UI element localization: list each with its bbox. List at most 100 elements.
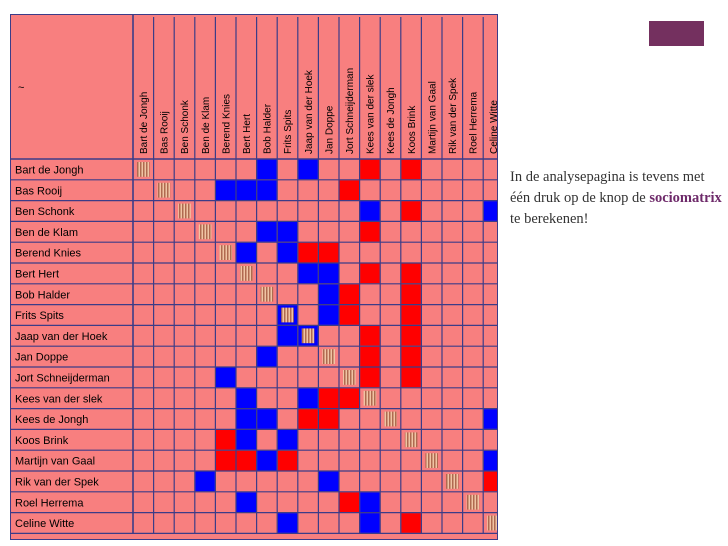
- choice-cell-blue: [318, 305, 339, 325]
- choice-cell-blue: [195, 471, 215, 492]
- choice-cell-blue: [277, 513, 298, 533]
- self-cell: [322, 349, 335, 364]
- choice-cell-blue: [236, 180, 257, 201]
- column-label: Jan Doppe: [324, 105, 335, 154]
- choice-cell-blue: [360, 513, 380, 533]
- column-label: Rik van der Spek: [448, 77, 459, 154]
- choice-cell-blue: [318, 263, 339, 284]
- choice-cell-blue: [257, 159, 277, 180]
- choice-cell-red: [401, 367, 421, 388]
- choice-cell-red: [277, 450, 298, 471]
- choice-cell-red: [360, 367, 380, 388]
- choice-cell-blue: [215, 367, 236, 388]
- choice-cell-blue: [257, 450, 277, 471]
- column-label: Bert Hert: [242, 114, 253, 154]
- self-cell: [219, 245, 232, 260]
- choice-cell-red: [401, 263, 421, 284]
- choice-cell-red: [339, 492, 360, 513]
- column-label: Jaap van der Hoek: [304, 69, 315, 154]
- choice-cell-red: [360, 221, 380, 242]
- choice-cell-blue: [360, 492, 380, 513]
- row-label: Koos Brink: [15, 435, 69, 447]
- row-label: Roel Herrema: [15, 497, 84, 509]
- choice-cell-red: [360, 263, 380, 284]
- choice-cell-red: [339, 284, 360, 305]
- choice-cell-red: [401, 284, 421, 305]
- choice-cell-blue: [318, 471, 339, 492]
- column-label: Kees de Jongh: [386, 87, 397, 154]
- row-label: Kees de Jongh: [15, 414, 88, 426]
- self-cell: [363, 390, 377, 406]
- choice-cell-red: [360, 346, 380, 367]
- choice-cell-blue: [277, 242, 298, 263]
- self-cell: [198, 224, 212, 240]
- choice-cell-red: [401, 325, 421, 346]
- choice-cell-blue: [298, 263, 318, 284]
- column-label: Frits Spits: [283, 110, 294, 154]
- self-cell: [178, 203, 191, 219]
- column-label: Celine Witte: [489, 100, 497, 154]
- row-label: Martijn van Gaal: [15, 456, 95, 468]
- caption-after: te berekenen!: [510, 211, 589, 227]
- row-label: Kees van der slek: [15, 393, 103, 405]
- self-cell: [137, 162, 150, 177]
- choice-cell-red: [339, 305, 360, 325]
- choice-cell-red: [215, 429, 236, 450]
- choice-cell-red: [339, 388, 360, 409]
- choice-cell-blue: [257, 346, 277, 367]
- self-cell: [343, 370, 356, 385]
- caption-text: In de analysepagina is tevens met één dr…: [510, 167, 724, 230]
- choice-cell-blue: [236, 429, 257, 450]
- choice-cell-red: [236, 450, 257, 471]
- column-label: Koos Brink: [407, 105, 418, 154]
- self-cell: [157, 182, 171, 198]
- row-label: Rik van der Spek: [15, 477, 99, 489]
- choice-cell-red: [318, 409, 339, 429]
- column-label: Ben Schonk: [180, 99, 191, 154]
- caption-highlight-sociomatrix: sociomatrix: [649, 190, 722, 206]
- choice-cell-red: [298, 409, 318, 429]
- choice-cell-blue: [277, 325, 298, 346]
- self-cell: [446, 474, 459, 489]
- column-label: Bart de Jongh: [139, 92, 150, 154]
- choice-cell-blue: [257, 221, 277, 242]
- choice-cell-red: [360, 159, 380, 180]
- row-label: Berend Knies: [15, 248, 82, 260]
- choice-cell-blue: [236, 492, 257, 513]
- choice-cell-red: [215, 450, 236, 471]
- choice-cell-red: [401, 201, 421, 221]
- row-label: Celine Witte: [15, 518, 74, 530]
- self-cell: [260, 286, 274, 302]
- self-cell: [281, 307, 294, 323]
- self-cell: [384, 411, 397, 427]
- choice-cell-red: [360, 325, 380, 346]
- choice-cell-blue: [215, 180, 236, 201]
- column-label: Kees van der slek: [366, 74, 377, 154]
- row-label: Jort Schneijderman: [15, 373, 110, 385]
- choice-cell-blue: [298, 159, 318, 180]
- column-label: Berend Knies: [221, 94, 232, 154]
- choice-cell-red: [318, 242, 339, 263]
- row-label: Bert Hert: [15, 269, 59, 281]
- self-cell: [425, 453, 438, 468]
- choice-cell-blue: [236, 409, 257, 429]
- self-cell: [404, 432, 418, 448]
- row-label: Bas Rooij: [15, 185, 62, 197]
- column-label: Bob Halder: [263, 103, 274, 154]
- row-label: Jan Doppe: [15, 352, 68, 364]
- choice-cell-blue: [483, 409, 504, 429]
- choice-cell-blue: [360, 201, 380, 221]
- choice-cell-red: [401, 305, 421, 325]
- choice-cell-red: [401, 513, 421, 533]
- column-label: Ben de Klam: [201, 97, 212, 154]
- choice-cell-blue: [236, 242, 257, 263]
- choice-cell-blue: [483, 201, 504, 221]
- choice-cell-blue: [257, 180, 277, 201]
- choice-cell-blue: [257, 409, 277, 429]
- self-cell: [466, 494, 480, 510]
- accent-block: [649, 21, 704, 46]
- choice-cell-red: [339, 180, 360, 201]
- column-label: Bas Rooij: [160, 111, 171, 154]
- choice-cell-red: [483, 471, 504, 492]
- row-label: Bob Halder: [15, 289, 70, 301]
